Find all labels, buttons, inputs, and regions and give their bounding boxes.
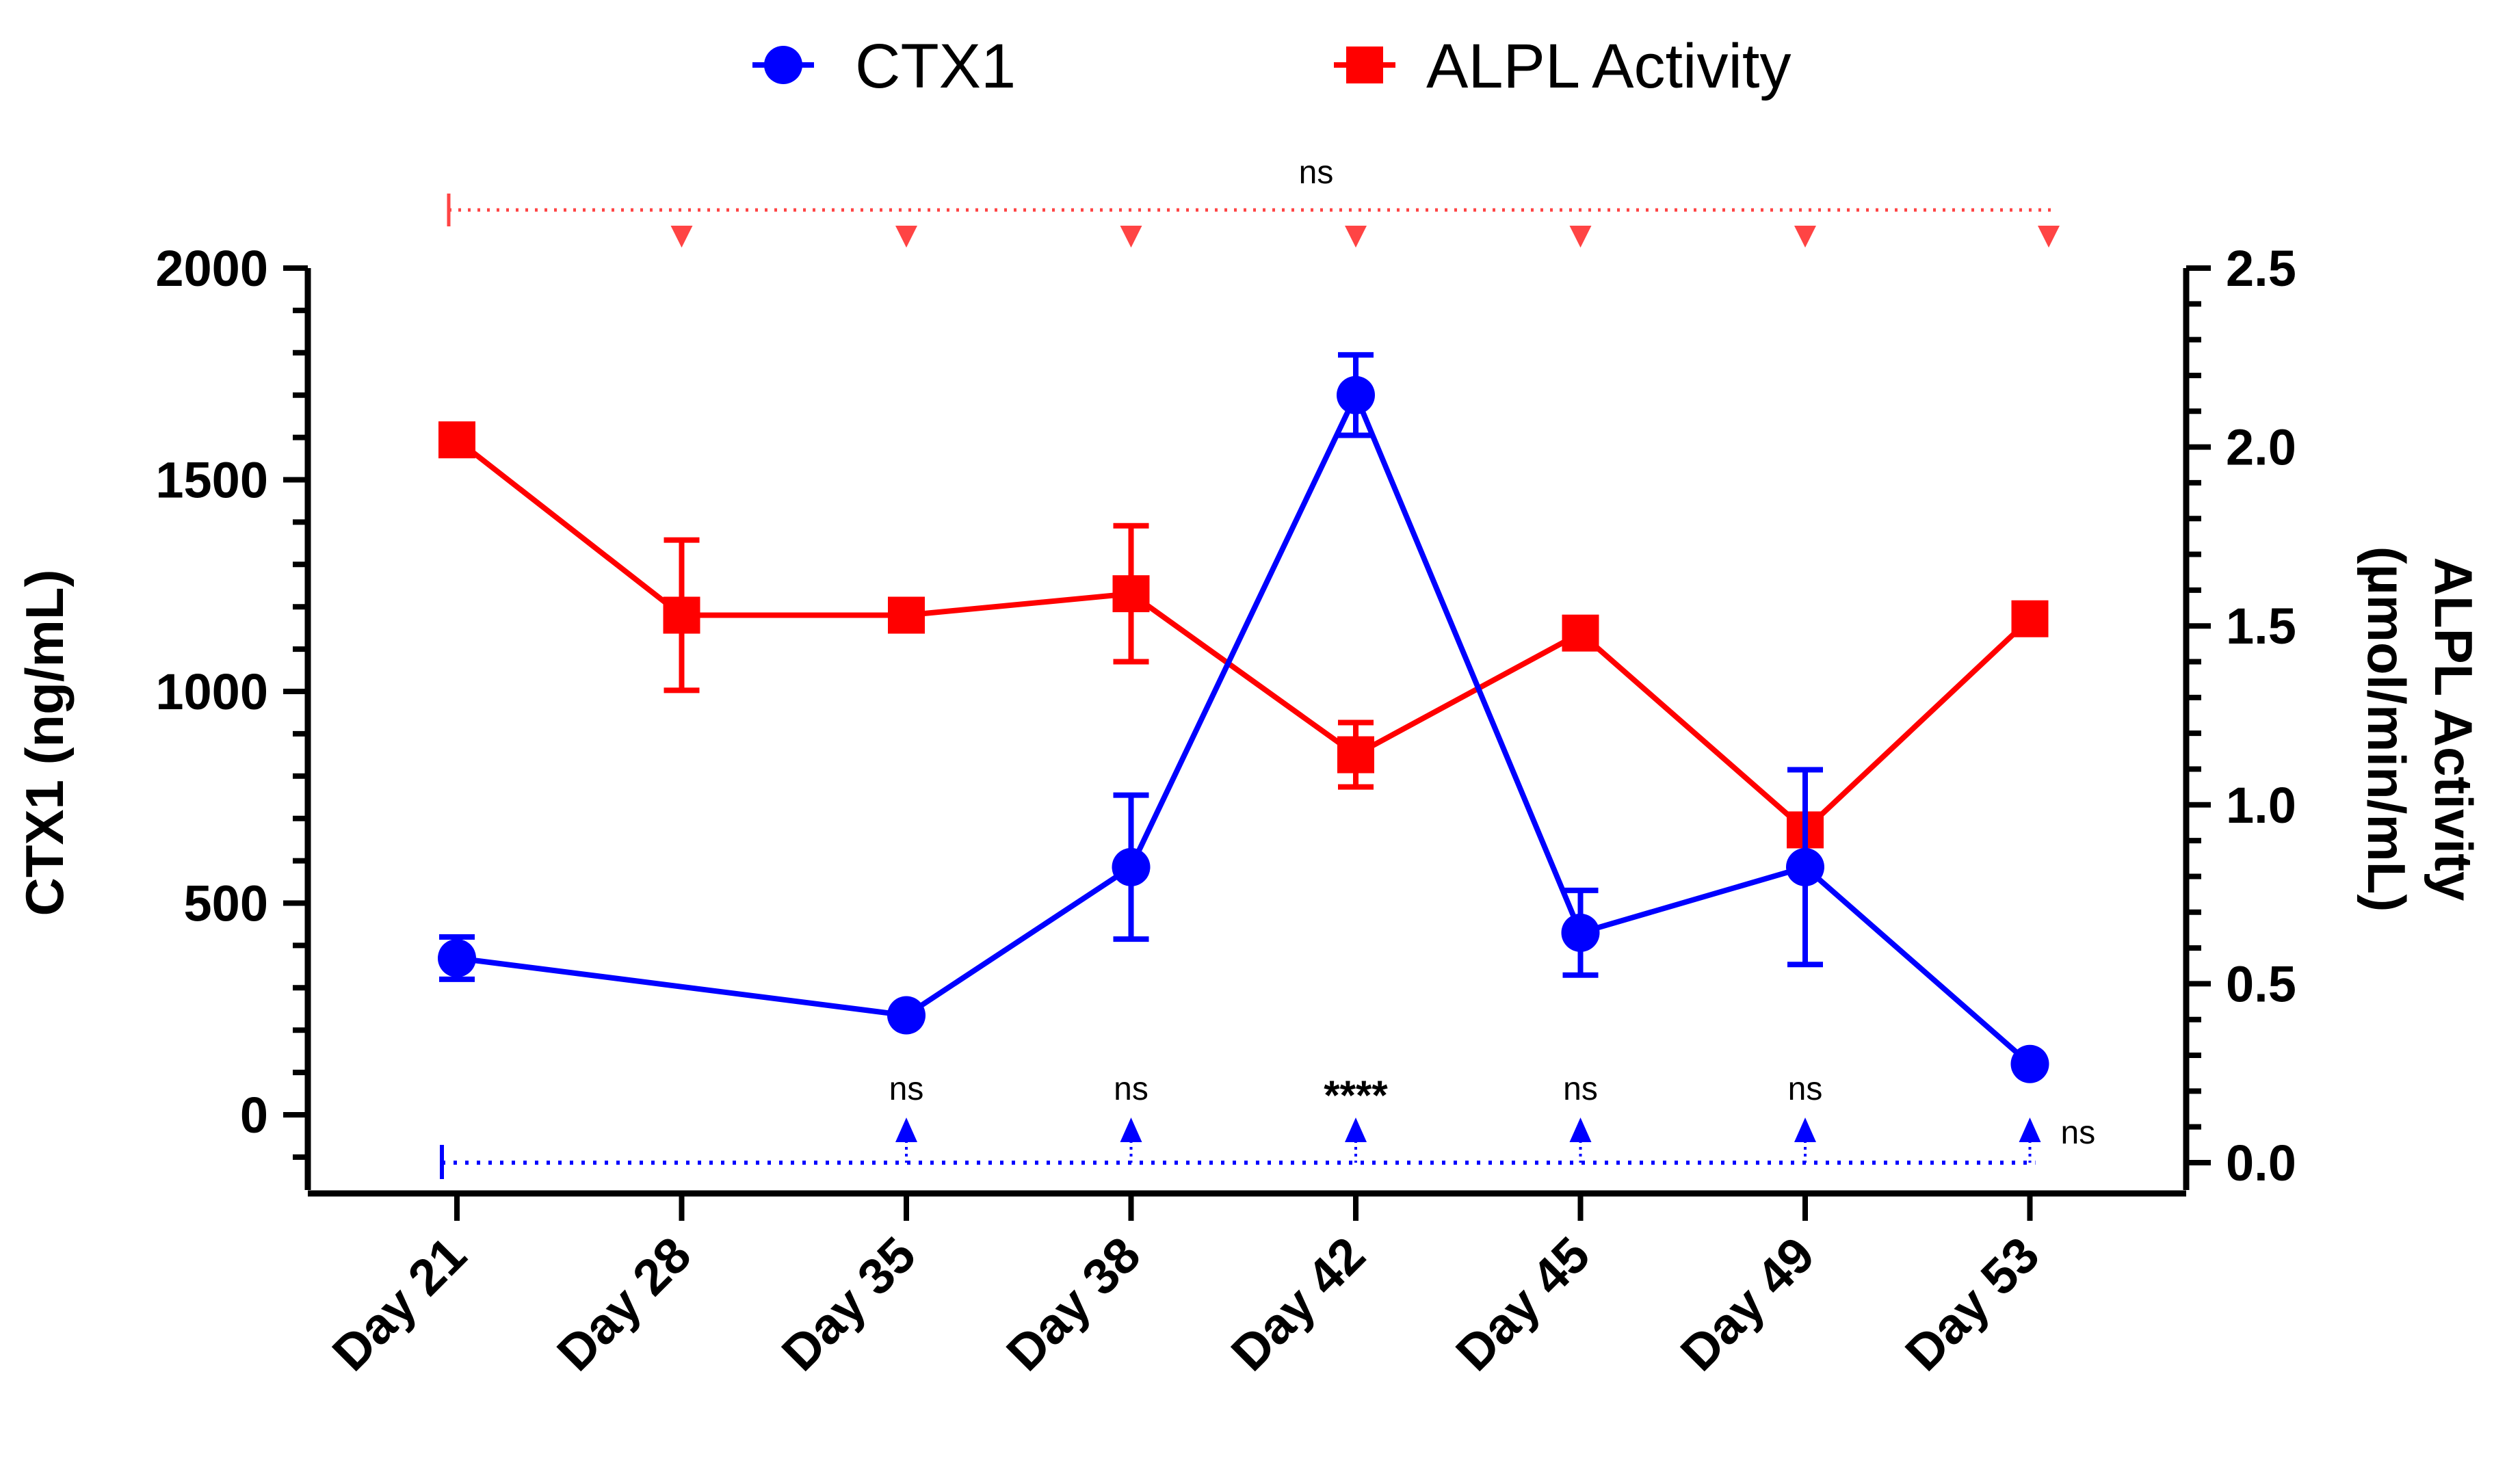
x-tick-label: Day 28 [546,1226,701,1382]
alpl-down-arrow [895,226,917,248]
ctx1-point [1561,913,1600,952]
legend-label-0: CTX1 [855,31,1016,101]
alpl-down-arrow [1345,226,1367,248]
left-tick-label: 2000 [155,240,268,297]
x-tick-labels: Day 21 Day 28 Day 35 Day 38 Day 42 Day 45 Day … [321,1226,2050,1382]
ctx1-point [1112,847,1151,886]
right-axis-title-line2: (µmol/min/mL) [2357,546,2417,912]
ctx1-up-arrow [1794,1118,1816,1142]
alpl-down-arrow [1120,226,1142,248]
alpl-down-arrow [2038,226,2060,248]
ctx1-up-arrow [895,1118,917,1142]
right-tick-label: 2.5 [2226,240,2296,297]
ctx1-sig-label: ns [889,1071,924,1107]
alpl-line [455,437,2032,833]
right-tick-label: 0.0 [2226,1135,2296,1191]
left-axis-title: CTX1 (ng/mL) [14,570,75,916]
ctx1-up-arrow [1569,1118,1592,1142]
alpl-point [438,421,475,459]
legend-label-1: ALPL Activity [1426,31,1791,101]
ctx1-sig-label: ns [2061,1115,2096,1151]
left-tick-label: 1500 [155,452,268,509]
x-tick-label: Day 42 [1220,1226,1376,1382]
ctx1-point [2010,1044,2049,1083]
x-tick-label: Day 53 [1894,1226,2049,1382]
ctx1-point [1786,847,1824,886]
x-tick-label: Day 49 [1670,1226,1825,1382]
right-tick-label: 2.0 [2226,419,2296,476]
legend-marker-square [1346,47,1383,83]
alpl-down-arrow [1794,226,1816,248]
ctx1-point [1337,375,1375,414]
ctx1-point [438,938,476,977]
right-tick-label: 1.5 [2226,598,2296,655]
alpl-sig-label: ns [1299,155,1334,191]
alpl-point [888,596,925,634]
right-tick-label: 0.5 [2226,955,2296,1012]
alpl-point [1112,575,1150,613]
axes: 0 500 1000 1500 2000 CTX1 (ng/mL) 0.0 0.5 1.0 1.5… [14,240,2484,1221]
left-tick-label: 500 [184,875,268,932]
alpl-down-arrow [670,226,693,248]
alpl-point [1337,736,1374,774]
ctx1-sig-label: ns [1563,1071,1598,1107]
x-tick-label: Day 38 [995,1226,1151,1382]
legend: CTX1 ALPL Activity [752,31,1791,101]
ctx1-significance-bracket: ns ns **** ns ns ns [440,1071,2096,1179]
x-tick-label: Day 35 [771,1226,926,1382]
ctx1-sig-label: ns [1788,1071,1823,1107]
alpl-point [2011,600,2049,637]
series-ctx1 [438,352,2049,1083]
ctx1-sig-label: **** [1324,1072,1388,1118]
alpl-point [1562,614,1599,652]
ctx1-up-arrow [1120,1118,1142,1142]
alpl-significance-bracket: ns [447,155,2060,248]
legend-marker-circle [764,46,802,84]
x-tick-label: Day 21 [321,1226,477,1382]
ctx1-point [887,996,926,1035]
right-axis-title-line1: ALPL Activity [2424,557,2484,901]
alpl-point [663,596,700,634]
ctx1-up-arrow [2019,1118,2041,1142]
x-tick-label: Day 45 [1445,1226,1600,1382]
alpl-down-arrow [1569,226,1592,248]
right-tick-label: 1.0 [2226,777,2296,834]
left-tick-label: 0 [240,1087,268,1144]
ctx1-up-arrow [1345,1118,1367,1142]
left-tick-label: 1000 [155,663,268,720]
ctx1-sig-label: ns [1114,1071,1149,1107]
